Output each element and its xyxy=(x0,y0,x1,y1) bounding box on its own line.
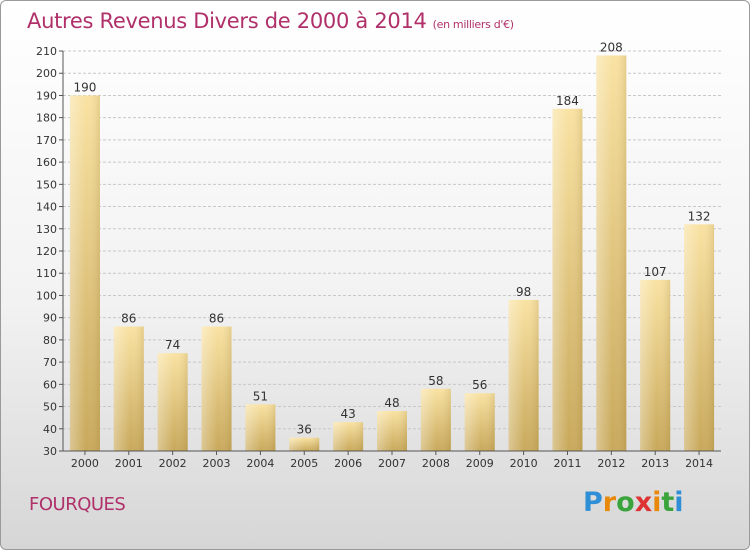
x-tick-label-2010: 2010 xyxy=(510,457,538,470)
x-axis: 2000 2001 2002 2003 2004 2005 2006 2007 2008 2009… xyxy=(63,450,721,470)
data-label-2000: 190 xyxy=(73,80,96,94)
bar-shade-2014 xyxy=(684,224,715,451)
y-tick-label: 120 xyxy=(36,245,57,258)
y-tick-label: 110 xyxy=(36,267,57,280)
y-tick-label: 180 xyxy=(36,112,57,125)
x-tick-label-2014: 2014 xyxy=(685,457,713,470)
y-tick-label: 210 xyxy=(36,45,57,58)
y-tick-label: 160 xyxy=(36,156,57,169)
bar-shade-2010 xyxy=(508,299,539,451)
bar-shade-2006 xyxy=(333,422,364,451)
x-tick-label-2003: 2003 xyxy=(203,457,231,470)
data-label-2001: 86 xyxy=(121,312,136,326)
x-tick-label-2007: 2007 xyxy=(378,457,406,470)
bar-shade-2012 xyxy=(596,55,627,451)
data-label-2014: 132 xyxy=(688,209,711,223)
y-tick-label: 170 xyxy=(36,134,57,147)
bar-shade-2007 xyxy=(377,411,407,451)
x-tick-label-2012: 2012 xyxy=(597,457,625,470)
data-label-2004: 51 xyxy=(253,389,268,403)
x-tick-label-2011: 2011 xyxy=(553,457,581,470)
data-label-2003: 86 xyxy=(209,312,224,326)
y-tick-label: 190 xyxy=(36,89,57,102)
x-tick-label-2001: 2001 xyxy=(115,457,143,470)
chart-title: Autres Revenus Divers de 2000 à 2014 (en … xyxy=(27,9,514,33)
data-label-2006: 43 xyxy=(340,407,355,421)
commune-name: FOURQUES xyxy=(29,494,126,515)
chart-title-main: Autres Revenus Divers de 2000 à 2014 xyxy=(27,9,427,33)
proxiti-logo: Proxiti xyxy=(583,487,684,518)
chart-unit-note: (en milliers d'€) xyxy=(432,18,514,31)
y-tick-label: 30 xyxy=(43,445,57,458)
data-label-2013: 107 xyxy=(644,265,667,279)
data-label-2007: 48 xyxy=(384,396,399,410)
y-tick-label: 90 xyxy=(43,312,57,325)
bar-shade-2003 xyxy=(201,326,232,451)
y-tick-label: 200 xyxy=(36,67,57,80)
y-tick-label: 150 xyxy=(36,178,57,191)
data-label-2002: 74 xyxy=(165,338,180,352)
data-labels: 190 86 74 86 51 36 43 48 58 56 98 184 208 107 132 xyxy=(73,40,710,436)
bar-shade-2011 xyxy=(552,108,583,452)
y-tick-label: 130 xyxy=(36,223,57,236)
x-tick-label-2006: 2006 xyxy=(334,457,362,470)
x-tick-label-2009: 2009 xyxy=(466,457,494,470)
x-tick-label-2002: 2002 xyxy=(159,457,187,470)
y-tick-label: 40 xyxy=(43,423,57,436)
bar-shade-2001 xyxy=(113,326,144,451)
y-tick-label: 80 xyxy=(43,334,57,347)
data-label-2005: 36 xyxy=(297,423,312,437)
x-tick-label-2013: 2013 xyxy=(641,457,669,470)
data-label-2011: 184 xyxy=(556,94,579,108)
bar-shade-2013 xyxy=(640,279,671,451)
bar-shade-2000 xyxy=(69,95,100,451)
y-tick-label: 70 xyxy=(43,356,57,369)
bar-shade-2008 xyxy=(420,388,451,451)
data-label-2009: 56 xyxy=(472,378,487,392)
data-label-2012: 208 xyxy=(600,40,623,54)
bar-shade-2004 xyxy=(245,404,276,451)
bar-shade-2009 xyxy=(464,393,495,451)
data-label-2008: 58 xyxy=(428,374,443,388)
y-tick-label: 100 xyxy=(36,289,57,302)
x-tick-label-2000: 2000 xyxy=(71,457,99,470)
data-label-2010: 98 xyxy=(516,285,531,299)
x-tick-label-2008: 2008 xyxy=(422,457,450,470)
bar-shade-2005 xyxy=(289,437,320,451)
bar-shade-2002 xyxy=(157,353,188,451)
bar-series xyxy=(69,55,715,452)
y-tick-label: 50 xyxy=(43,401,57,414)
x-tick-label-2004: 2004 xyxy=(246,457,274,470)
y-tick-label: 140 xyxy=(36,201,57,214)
x-tick-label-2005: 2005 xyxy=(290,457,318,470)
y-axis: 30 40 50 60 70 80 90 100 110 120 130 140 150 160 170 18… xyxy=(36,45,64,458)
y-tick-label: 60 xyxy=(43,378,57,391)
